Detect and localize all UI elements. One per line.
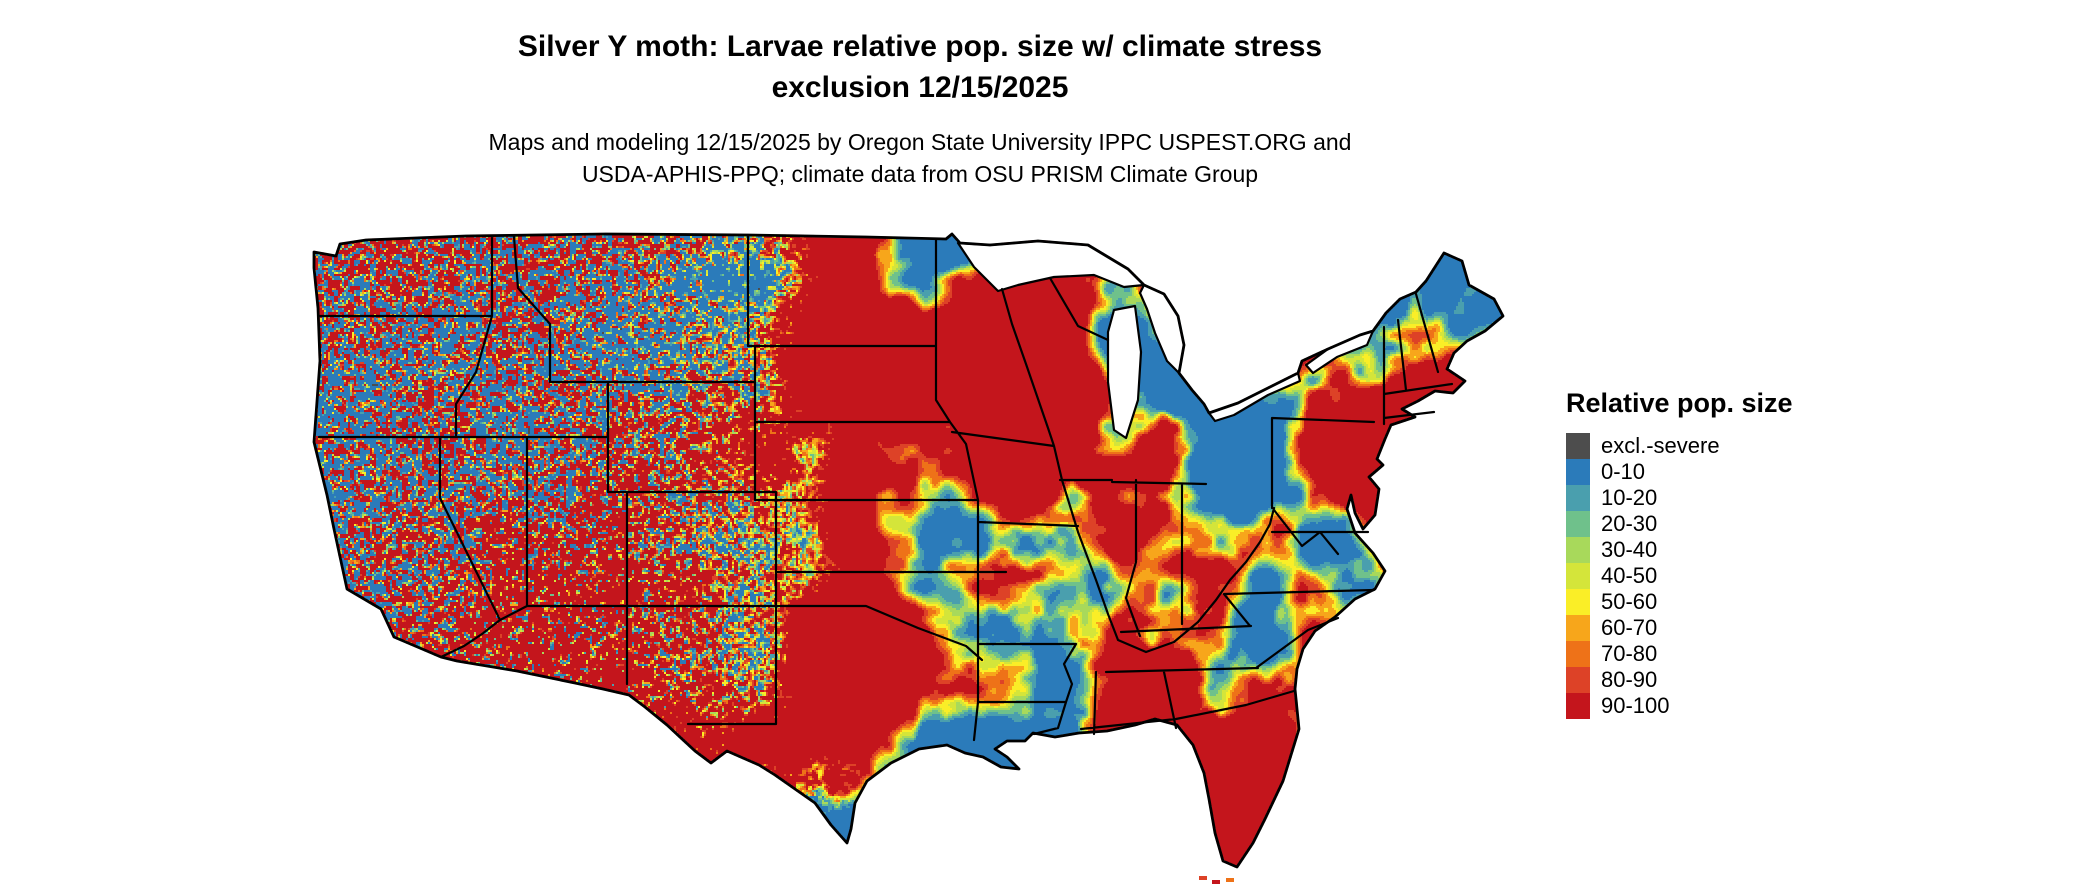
legend-swatch bbox=[1566, 615, 1590, 641]
legend-item: 0-10 bbox=[1566, 459, 1886, 485]
population-raster bbox=[306, 232, 1526, 888]
legend-swatch bbox=[1566, 459, 1590, 485]
legend-swatch bbox=[1566, 667, 1590, 693]
subtitle-line-2: USDA-APHIS-PPQ; climate data from OSU PR… bbox=[581, 161, 1259, 188]
page-title: Silver Y moth: Larvae relative pop. size… bbox=[0, 26, 1840, 109]
legend-label: 90-100 bbox=[1601, 693, 1670, 718]
legend-label: 10-20 bbox=[1601, 485, 1658, 510]
title-block: Silver Y moth: Larvae relative pop. size… bbox=[0, 26, 1840, 191]
legend-swatch bbox=[1566, 641, 1590, 667]
us-outline bbox=[312, 232, 1505, 869]
legend-swatch bbox=[1566, 563, 1590, 589]
legend-item: 20-30 bbox=[1566, 511, 1886, 537]
legend-label: 20-30 bbox=[1601, 511, 1658, 536]
legend-swatch bbox=[1566, 485, 1590, 511]
legend-item: 60-70 bbox=[1566, 615, 1886, 641]
legend-item: 90-100 bbox=[1566, 693, 1886, 719]
great-lakes bbox=[956, 239, 1375, 440]
title-line-2: exclusion 12/15/2025 bbox=[771, 71, 1069, 105]
legend-items: excl.-severe 0-10 10-20 20-30 30-40 40-50 50-6… bbox=[1566, 433, 1886, 719]
florida-keys-speck bbox=[1212, 880, 1220, 884]
legend-swatch bbox=[1566, 433, 1590, 459]
legend-item: 50-60 bbox=[1566, 589, 1886, 615]
legend-label: 80-90 bbox=[1601, 667, 1658, 692]
legend-swatch bbox=[1566, 693, 1590, 719]
legend-item: 40-50 bbox=[1566, 563, 1886, 589]
legend: Relative pop. size excl.-severe 0-10 10-20… bbox=[1566, 388, 1886, 719]
title-line-1: Silver Y moth: Larvae relative pop. size… bbox=[517, 30, 1323, 63]
legend-label: 50-60 bbox=[1601, 589, 1658, 614]
legend-swatch bbox=[1566, 511, 1590, 537]
florida-keys-speck bbox=[1199, 876, 1207, 880]
legend-item: 30-40 bbox=[1566, 537, 1886, 563]
legend-label: 60-70 bbox=[1601, 615, 1658, 640]
legend-label: 40-50 bbox=[1601, 563, 1658, 588]
legend-item: 10-20 bbox=[1566, 485, 1886, 511]
map-borders-overlay bbox=[312, 232, 1505, 884]
legend-label: 30-40 bbox=[1601, 537, 1658, 562]
map-attribution: Maps and modeling 12/15/2025 by Oregon S… bbox=[0, 126, 1840, 191]
legend-label: 70-80 bbox=[1601, 641, 1658, 666]
legend-title: Relative pop. size bbox=[1566, 388, 1793, 418]
legend-label: 0-10 bbox=[1601, 459, 1646, 484]
legend-item: excl.-severe bbox=[1566, 433, 1886, 459]
legend-label: excl.-severe bbox=[1601, 433, 1720, 458]
legend-item: 80-90 bbox=[1566, 667, 1886, 693]
legend-swatch bbox=[1566, 537, 1590, 563]
florida-keys-speck bbox=[1226, 878, 1234, 882]
us-map bbox=[306, 232, 1526, 888]
legend-swatch bbox=[1566, 589, 1590, 615]
legend-item: 70-80 bbox=[1566, 641, 1886, 667]
subtitle-line-1: Maps and modeling 12/15/2025 by Oregon S… bbox=[488, 128, 1352, 155]
state-borders bbox=[317, 233, 1454, 742]
